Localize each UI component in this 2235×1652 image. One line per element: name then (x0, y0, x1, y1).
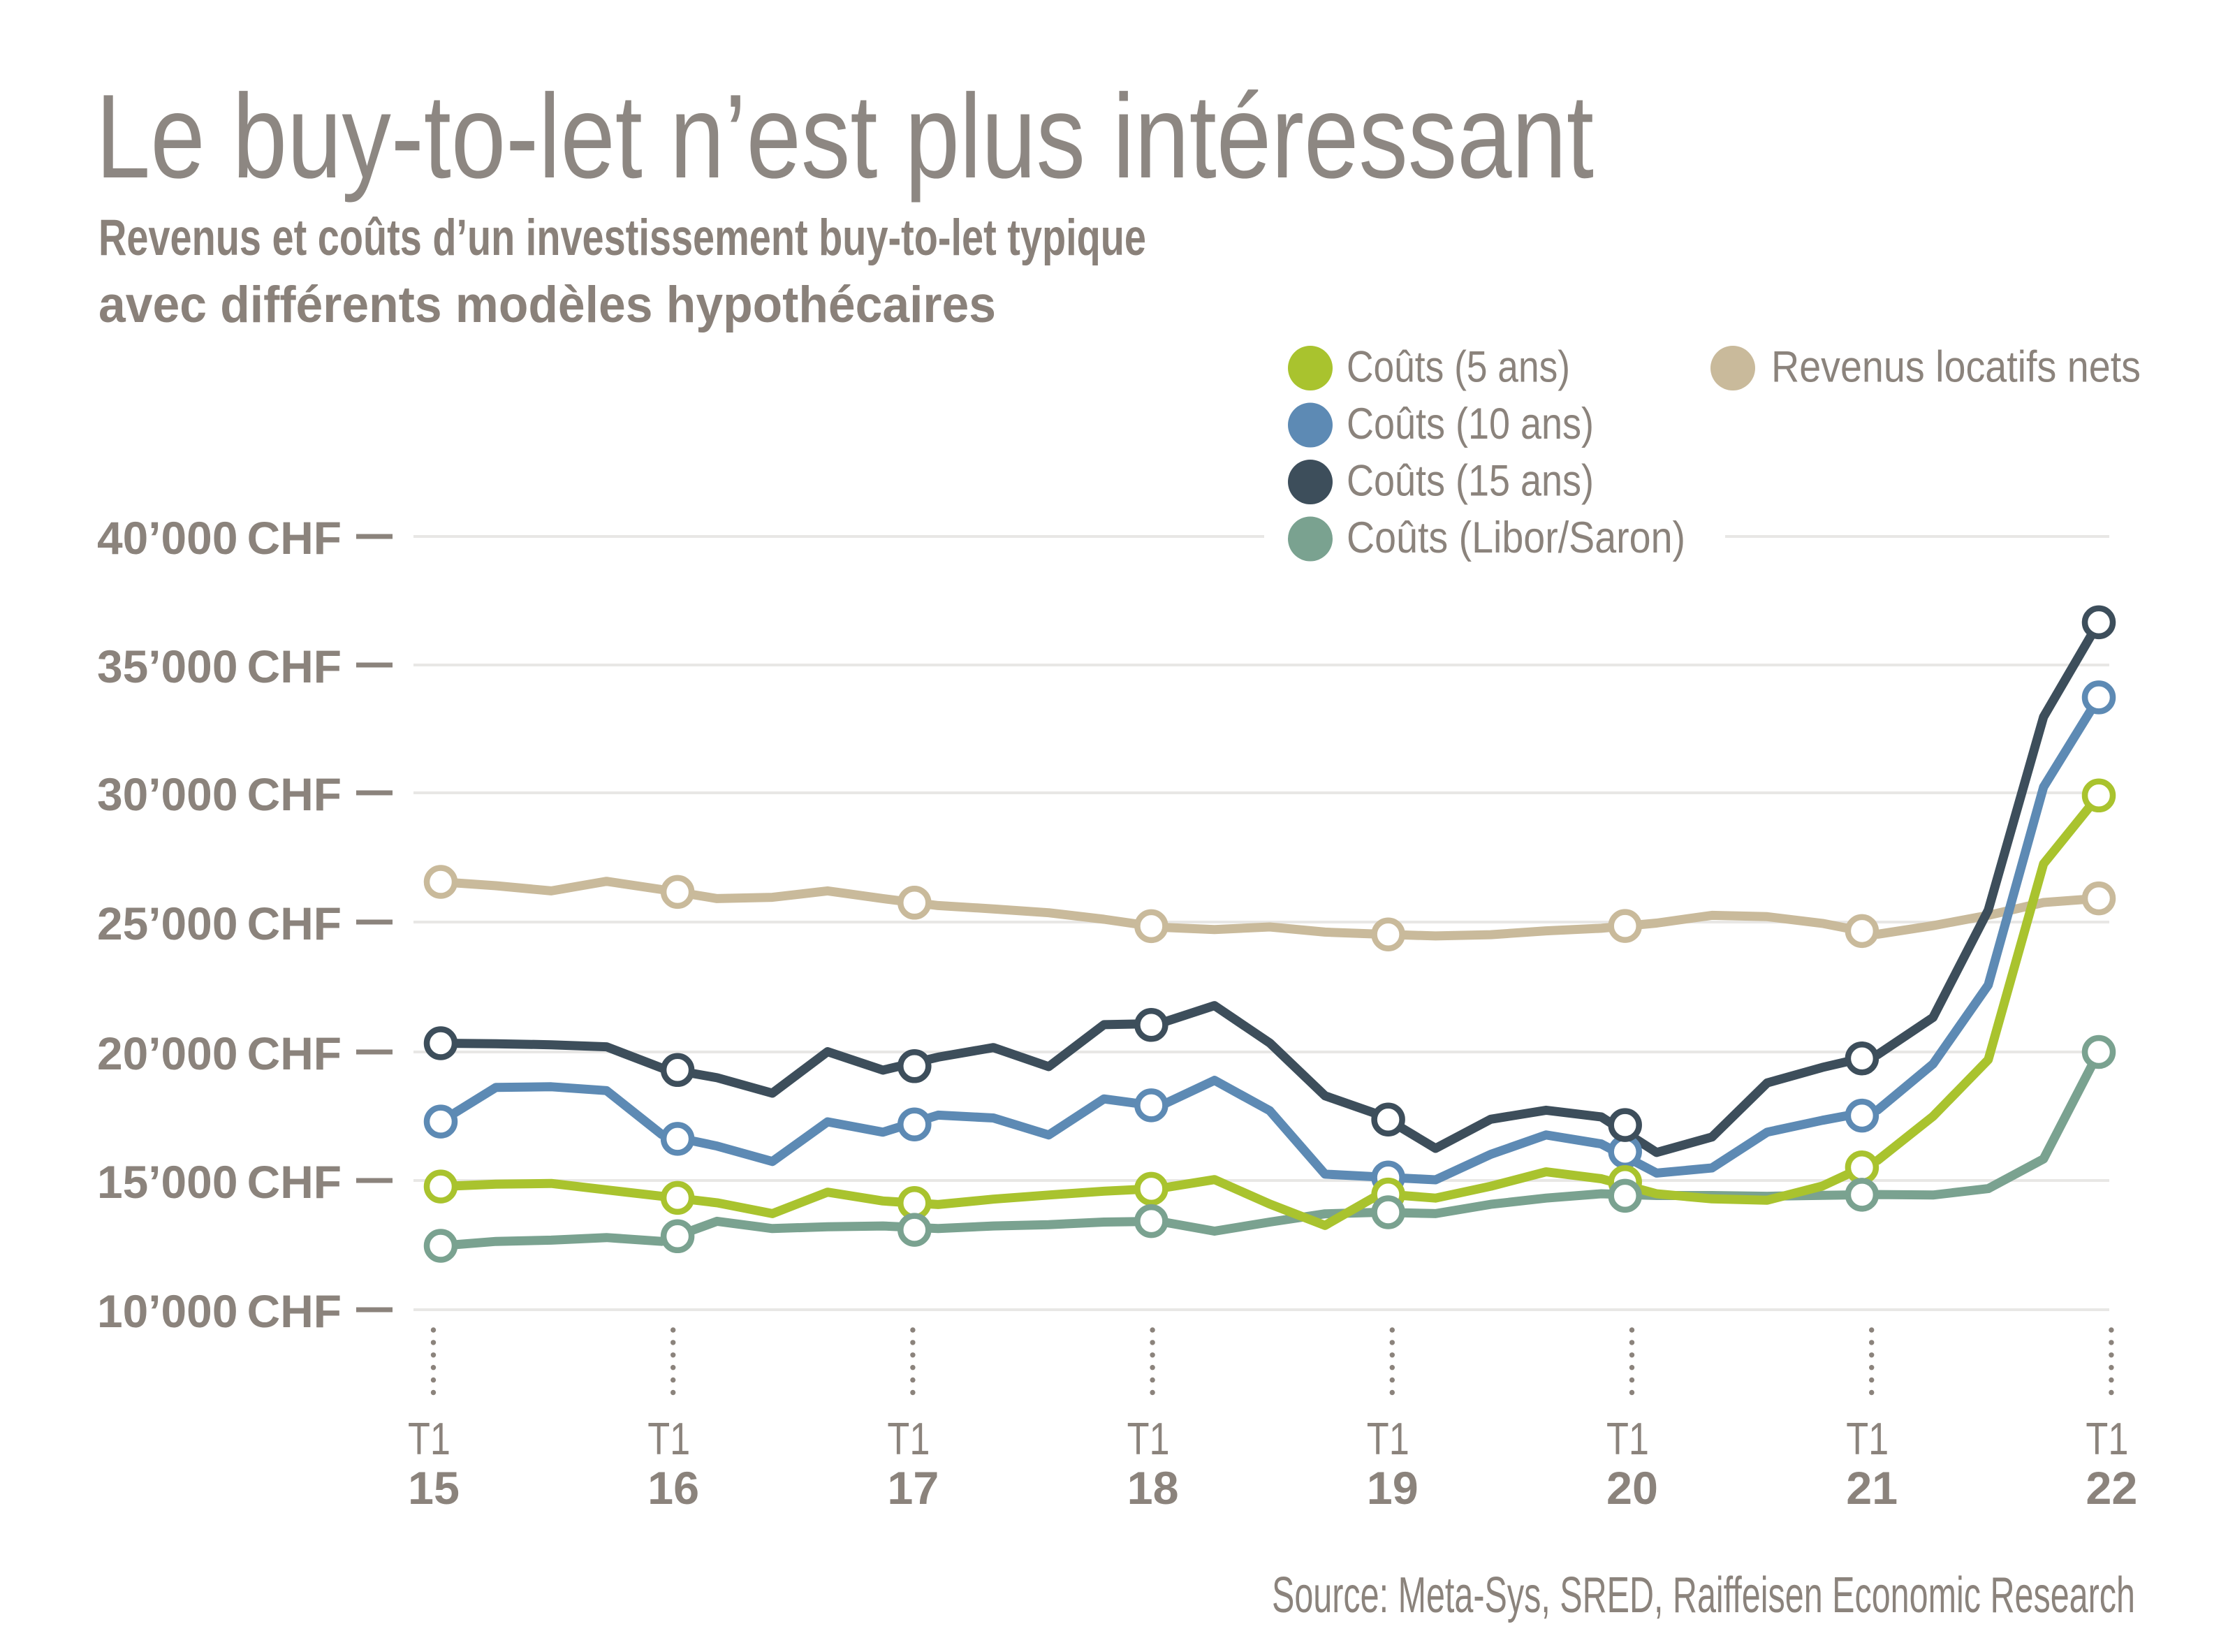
svg-text:Coûts (5 ans): Coûts (5 ans) (1347, 343, 1570, 392)
svg-text:17: 17 (887, 1462, 939, 1514)
svg-text:Le buy-to-let n’est plus intér: Le buy-to-let n’est plus intéressant (96, 70, 1594, 203)
svg-text:T1: T1 (1606, 1413, 1649, 1464)
svg-text:Coûts (Libor/Saron): Coûts (Libor/Saron) (1347, 513, 1685, 562)
svg-text:30’000 CHF: 30’000 CHF (97, 768, 342, 820)
svg-text:Source: Meta-Sys, SRED, Raiffe: Source: Meta-Sys, SRED, Raiffeisen Econo… (1272, 1567, 2135, 1623)
svg-text:16: 16 (647, 1462, 699, 1514)
svg-text:T1: T1 (408, 1413, 450, 1464)
svg-text:T1: T1 (1127, 1413, 1170, 1464)
svg-text:Coûts (10 ans): Coûts (10 ans) (1347, 400, 1594, 448)
svg-text:avec différents modèles hypoth: avec différents modèles hypothécaires (98, 277, 996, 333)
svg-text:10’000 CHF: 10’000 CHF (97, 1285, 342, 1337)
svg-text:21: 21 (1846, 1462, 1898, 1514)
svg-text:18: 18 (1127, 1462, 1179, 1514)
svg-text:40’000 CHF: 40’000 CHF (97, 512, 342, 564)
svg-text:T1: T1 (647, 1413, 690, 1464)
svg-text:20: 20 (1606, 1462, 1658, 1514)
svg-text:25’000 CHF: 25’000 CHF (97, 898, 342, 949)
svg-text:35’000 CHF: 35’000 CHF (97, 641, 342, 692)
svg-text:Coûts (15 ans): Coûts (15 ans) (1347, 457, 1594, 506)
svg-text:T1: T1 (2086, 1413, 2128, 1464)
svg-text:15: 15 (408, 1462, 460, 1514)
svg-text:22: 22 (2086, 1462, 2137, 1514)
svg-text:Revenus et coûts d’un investis: Revenus et coûts d’un investissement buy… (98, 210, 1146, 266)
svg-text:T1: T1 (1846, 1413, 1889, 1464)
svg-text:20’000 CHF: 20’000 CHF (97, 1028, 342, 1079)
svg-text:15’000 CHF: 15’000 CHF (97, 1156, 342, 1208)
svg-text:T1: T1 (887, 1413, 930, 1464)
svg-text:Revenus locatifs nets: Revenus locatifs nets (1771, 343, 2141, 392)
svg-text:19: 19 (1367, 1462, 1419, 1514)
svg-text:T1: T1 (1367, 1413, 1409, 1464)
